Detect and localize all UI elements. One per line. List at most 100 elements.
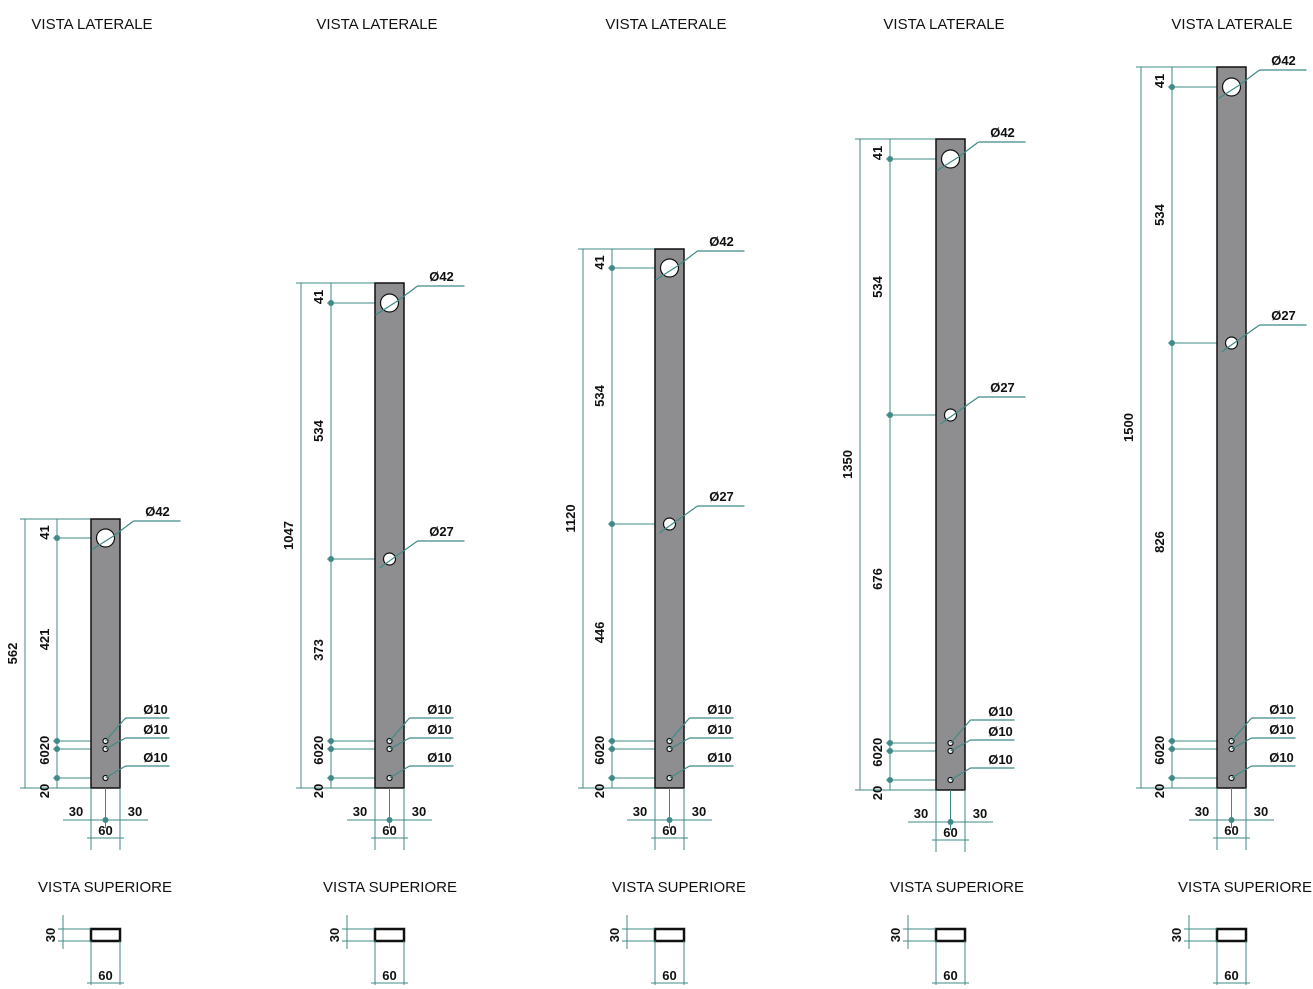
dimension-dot — [609, 775, 615, 781]
dimension-dot — [887, 777, 893, 783]
top-view-section — [934, 927, 967, 943]
dimension-dot — [887, 412, 893, 418]
hole-42-label: Ø42 — [145, 504, 170, 519]
hole-42 — [940, 149, 961, 169]
leader-line — [113, 520, 134, 537]
leader-line — [389, 717, 410, 742]
hole-10-label: Ø10 — [707, 750, 732, 765]
hole-27 — [382, 552, 397, 566]
dimension-dot — [1169, 746, 1175, 752]
width-label: 60 — [382, 823, 396, 838]
leader-line — [958, 141, 979, 158]
hole-10-label: Ø10 — [143, 702, 168, 717]
side-view-title: VISTA LATERALE — [316, 16, 437, 33]
post-3: VISTA LATERALE112041534446206020Ø42Ø27Ø1… — [563, 16, 746, 985]
dimension-dot — [609, 746, 615, 752]
total-length-label: 1120 — [563, 504, 578, 532]
leader-line — [375, 300, 398, 316]
hole-42-label: Ø42 — [429, 269, 454, 284]
hole-42-label: Ø42 — [1271, 53, 1296, 68]
bottom-gap-label: 60 — [311, 750, 326, 764]
top-view-title: VISTA SUPERIORE — [323, 879, 457, 896]
post-1: VISTA LATERALE56241421206020Ø42Ø10Ø10Ø10… — [5, 16, 181, 985]
half-width-label: 30 — [128, 804, 142, 819]
leader-line — [936, 156, 959, 172]
side-view-title: VISTA LATERALE — [1171, 16, 1292, 33]
hole-27 — [662, 517, 677, 531]
half-width-label: 30 — [353, 804, 367, 819]
half-width-label: 30 — [692, 804, 706, 819]
leader-line — [1239, 69, 1260, 86]
hole-10-label: Ø10 — [1269, 702, 1294, 717]
post-2: VISTA LATERALE104741534373206020Ø42Ø27Ø1… — [281, 16, 465, 985]
hole-10-label: Ø10 — [1269, 750, 1294, 765]
dimension-dot — [54, 535, 60, 541]
top-view-section — [373, 927, 406, 943]
hole-10-label: Ø10 — [143, 750, 168, 765]
half-width-label: 30 — [633, 804, 647, 819]
hole-27-label: Ø27 — [709, 489, 734, 504]
lower-gap-label: 373 — [311, 639, 326, 661]
hole-10-label: Ø10 — [143, 722, 168, 737]
total-length-label: 1500 — [1121, 413, 1136, 442]
bottom-gap-label: 20 — [37, 784, 52, 798]
bottom-gap-label: 60 — [37, 750, 52, 764]
top-width-label: 60 — [98, 968, 112, 983]
dimension-dot — [1169, 738, 1175, 744]
top-view-title: VISTA SUPERIORE — [38, 879, 172, 896]
dimension-dot — [609, 738, 615, 744]
hole-42 — [659, 258, 680, 278]
dimension-dot — [328, 556, 334, 562]
top-view-section — [653, 927, 686, 943]
side-view-title: VISTA LATERALE — [31, 16, 152, 33]
top-width-label: 60 — [1224, 968, 1238, 983]
leader-line — [105, 737, 126, 750]
leader-line — [1231, 717, 1252, 742]
bottom-gap-label: 20 — [1152, 784, 1167, 798]
half-width-label: 30 — [1254, 804, 1268, 819]
leader-line — [659, 505, 698, 534]
dimension-dot — [386, 817, 393, 823]
hole-10-label: Ø10 — [988, 704, 1013, 719]
top-offset-label: 41 — [592, 255, 607, 269]
dimension-dot — [609, 521, 615, 527]
top-offset-label: 41 — [311, 290, 326, 304]
top-view-section — [89, 927, 122, 943]
width-label: 60 — [943, 825, 957, 840]
upper-gap-label: 534 — [311, 419, 326, 441]
hole-10-label: Ø10 — [707, 702, 732, 717]
bottom-gap-label: 20 — [870, 738, 885, 752]
dimension-dot — [102, 817, 109, 823]
top-view-title: VISTA SUPERIORE — [890, 879, 1024, 896]
leader-line — [397, 285, 418, 302]
top-view-title: VISTA SUPERIORE — [1178, 879, 1312, 896]
dimension-dot — [328, 738, 334, 744]
thickness-label: 30 — [888, 928, 903, 942]
dimension-dot — [54, 746, 60, 752]
dimension-dot — [54, 775, 60, 781]
thickness-label: 30 — [1169, 928, 1184, 942]
leader-line — [669, 765, 690, 779]
dimension-dot — [1169, 775, 1175, 781]
leader-line — [91, 535, 114, 551]
leader-line — [669, 737, 690, 750]
top-width-label: 60 — [382, 968, 396, 983]
total-length-label: 562 — [5, 643, 20, 665]
width-label: 60 — [1224, 823, 1238, 838]
dimension-dot — [1228, 817, 1235, 823]
leader-line — [379, 540, 418, 569]
hole-42-label: Ø42 — [709, 234, 734, 249]
post-4: VISTA LATERALE135041534676206020Ø42Ø27Ø1… — [840, 16, 1026, 985]
bottom-gap-label: 20 — [1152, 736, 1167, 750]
leader-line — [389, 737, 410, 750]
dimension-dot — [666, 817, 673, 823]
bottom-gap-label: 60 — [870, 752, 885, 766]
hole-10-label: Ø10 — [988, 752, 1013, 767]
half-width-label: 30 — [69, 804, 83, 819]
hole-27 — [943, 408, 958, 422]
leader-line — [669, 717, 690, 742]
bottom-gap-label: 20 — [592, 736, 607, 750]
hole-10-label: Ø10 — [427, 702, 452, 717]
bottom-gap-label: 20 — [311, 736, 326, 750]
